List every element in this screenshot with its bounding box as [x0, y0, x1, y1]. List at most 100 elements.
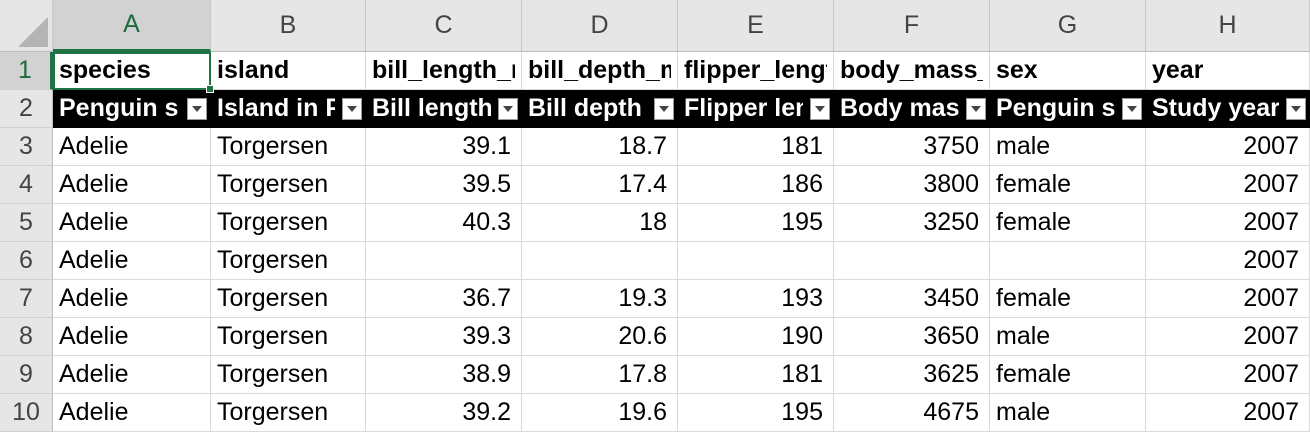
cell-g7[interactable]: female: [990, 280, 1146, 318]
cell-g1[interactable]: sex: [990, 52, 1146, 90]
cell-d6[interactable]: [522, 242, 678, 280]
cell-d3[interactable]: 18.7: [522, 128, 678, 166]
cell-b2[interactable]: Island in Palmer Archipelago: [211, 90, 366, 128]
cell-f10[interactable]: 4675: [834, 394, 990, 432]
cell-d8[interactable]: 20.6: [522, 318, 678, 356]
cell-a5[interactable]: Adelie: [53, 204, 211, 242]
cell-b3[interactable]: Torgersen: [211, 128, 366, 166]
cell-b4[interactable]: Torgersen: [211, 166, 366, 204]
cell-h1[interactable]: year: [1146, 52, 1310, 90]
cell-e9[interactable]: 181: [678, 356, 834, 394]
cell-a10[interactable]: Adelie: [53, 394, 211, 432]
row-header-9[interactable]: 9: [0, 356, 53, 394]
filter-dropdown-icon[interactable]: [966, 98, 986, 120]
cell-f2[interactable]: Body mass (g): [834, 90, 990, 128]
column-header-g[interactable]: G: [990, 0, 1146, 52]
row-header-8[interactable]: 8: [0, 318, 53, 356]
cell-g9[interactable]: female: [990, 356, 1146, 394]
cell-b10[interactable]: Torgersen: [211, 394, 366, 432]
cell-h5[interactable]: 2007: [1146, 204, 1310, 242]
cell-h7[interactable]: 2007: [1146, 280, 1310, 318]
cell-c9[interactable]: 38.9: [366, 356, 522, 394]
cell-c2[interactable]: Bill length (mm): [366, 90, 522, 128]
cell-g5[interactable]: female: [990, 204, 1146, 242]
cell-d4[interactable]: 17.4: [522, 166, 678, 204]
row-header-5[interactable]: 5: [0, 204, 53, 242]
cell-c8[interactable]: 39.3: [366, 318, 522, 356]
cell-c3[interactable]: 39.1: [366, 128, 522, 166]
cell-c1[interactable]: bill_length_mm: [366, 52, 522, 90]
column-header-e[interactable]: E: [678, 0, 834, 52]
row-header-1[interactable]: 1: [0, 52, 53, 90]
cell-c6[interactable]: [366, 242, 522, 280]
cell-b8[interactable]: Torgersen: [211, 318, 366, 356]
filter-dropdown-icon[interactable]: [342, 98, 362, 120]
cell-d10[interactable]: 19.6: [522, 394, 678, 432]
row-header-3[interactable]: 3: [0, 128, 53, 166]
cell-h3[interactable]: 2007: [1146, 128, 1310, 166]
row-header-10[interactable]: 10: [0, 394, 53, 432]
filter-dropdown-icon[interactable]: [810, 98, 830, 120]
row-header-7[interactable]: 7: [0, 280, 53, 318]
column-header-b[interactable]: B: [211, 0, 366, 52]
cell-d9[interactable]: 17.8: [522, 356, 678, 394]
cell-h8[interactable]: 2007: [1146, 318, 1310, 356]
cell-e2[interactable]: Flipper length (mm): [678, 90, 834, 128]
cell-b7[interactable]: Torgersen: [211, 280, 366, 318]
cell-h4[interactable]: 2007: [1146, 166, 1310, 204]
row-header-2[interactable]: 2: [0, 90, 53, 128]
cell-g2[interactable]: Penguin sex: [990, 90, 1146, 128]
cell-b6[interactable]: Torgersen: [211, 242, 366, 280]
column-header-f[interactable]: F: [834, 0, 990, 52]
cell-f6[interactable]: [834, 242, 990, 280]
cell-g4[interactable]: female: [990, 166, 1146, 204]
cell-e1[interactable]: flipper_length_mm: [678, 52, 834, 90]
row-header-4[interactable]: 4: [0, 166, 53, 204]
cell-f9[interactable]: 3625: [834, 356, 990, 394]
cell-a8[interactable]: Adelie: [53, 318, 211, 356]
cell-a4[interactable]: Adelie: [53, 166, 211, 204]
cell-b5[interactable]: Torgersen: [211, 204, 366, 242]
cell-b9[interactable]: Torgersen: [211, 356, 366, 394]
cell-c4[interactable]: 39.5: [366, 166, 522, 204]
cell-h6[interactable]: 2007: [1146, 242, 1310, 280]
cell-g6[interactable]: [990, 242, 1146, 280]
cell-c5[interactable]: 40.3: [366, 204, 522, 242]
cell-c7[interactable]: 36.7: [366, 280, 522, 318]
cell-a7[interactable]: Adelie: [53, 280, 211, 318]
column-header-a[interactable]: A: [53, 0, 211, 52]
cell-f7[interactable]: 3450: [834, 280, 990, 318]
cell-h9[interactable]: 2007: [1146, 356, 1310, 394]
cell-e8[interactable]: 190: [678, 318, 834, 356]
cell-h2[interactable]: Study year: [1146, 90, 1310, 128]
cell-d5[interactable]: 18: [522, 204, 678, 242]
cell-d7[interactable]: 19.3: [522, 280, 678, 318]
cell-g3[interactable]: male: [990, 128, 1146, 166]
cell-g8[interactable]: male: [990, 318, 1146, 356]
cell-e4[interactable]: 186: [678, 166, 834, 204]
cell-f8[interactable]: 3650: [834, 318, 990, 356]
cell-d2[interactable]: Bill depth (mm): [522, 90, 678, 128]
cell-a2[interactable]: Penguin species: [53, 90, 211, 128]
cell-h10[interactable]: 2007: [1146, 394, 1310, 432]
cell-b1[interactable]: island: [211, 52, 366, 90]
select-all-corner[interactable]: [0, 0, 53, 52]
cell-g10[interactable]: male: [990, 394, 1146, 432]
cell-f5[interactable]: 3250: [834, 204, 990, 242]
column-header-h[interactable]: H: [1146, 0, 1310, 52]
column-header-d[interactable]: D: [522, 0, 678, 52]
filter-dropdown-icon[interactable]: [187, 98, 207, 120]
cell-e7[interactable]: 193: [678, 280, 834, 318]
filter-dropdown-icon[interactable]: [654, 98, 674, 120]
cell-e6[interactable]: [678, 242, 834, 280]
cell-e10[interactable]: 195: [678, 394, 834, 432]
cell-f4[interactable]: 3800: [834, 166, 990, 204]
cell-a1[interactable]: species: [53, 52, 211, 90]
row-header-6[interactable]: 6: [0, 242, 53, 280]
cell-a9[interactable]: Adelie: [53, 356, 211, 394]
cell-e5[interactable]: 195: [678, 204, 834, 242]
cell-f3[interactable]: 3750: [834, 128, 990, 166]
cell-f1[interactable]: body_mass_g: [834, 52, 990, 90]
cell-c10[interactable]: 39.2: [366, 394, 522, 432]
